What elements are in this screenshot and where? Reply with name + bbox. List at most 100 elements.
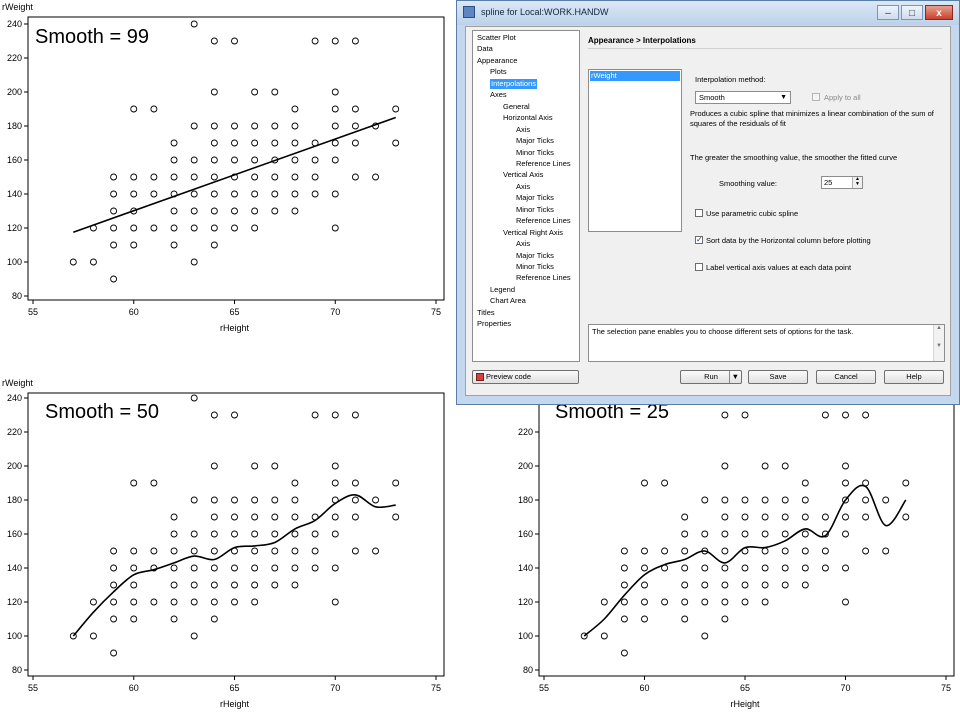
- parametric-spline-checkbox[interactable]: [695, 209, 703, 217]
- options-nav-tree: Scatter Plot Data Appearance Plots Interpola…: [472, 30, 580, 362]
- data-point: [150, 173, 158, 181]
- data-point: [311, 411, 319, 419]
- nav-item-vertical-axis[interactable]: Vertical Axis: [503, 170, 544, 180]
- data-point: [801, 530, 809, 538]
- nav-item-chart-area[interactable]: Chart Area: [490, 296, 526, 306]
- apply-to-all-checkbox[interactable]: [812, 93, 820, 101]
- minimize-button[interactable]: –: [877, 5, 899, 20]
- nav-item-minor-ticks[interactable]: Minor Ticks: [516, 262, 554, 271]
- nav-item-appearance[interactable]: Appearance: [477, 55, 518, 65]
- data-point: [681, 581, 689, 589]
- help-button[interactable]: Help: [884, 370, 944, 384]
- data-point: [291, 581, 299, 589]
- save-button[interactable]: Save: [748, 370, 808, 384]
- preview-code-button[interactable]: Preview code: [472, 370, 579, 384]
- data-point: [251, 564, 259, 572]
- nav-item-plots[interactable]: Plots: [490, 67, 507, 77]
- nav-item-properties[interactable]: Properties: [477, 319, 512, 329]
- nav-item-data[interactable]: Data: [477, 44, 493, 54]
- data-point: [271, 530, 279, 538]
- nav-item-major-ticks[interactable]: Major Ticks: [516, 136, 554, 146]
- data-point: [251, 156, 259, 164]
- nav-item-reference-lines[interactable]: Reference Lines: [516, 158, 571, 168]
- data-point: [781, 513, 789, 521]
- data-point: [170, 598, 178, 606]
- dialog-titlebar[interactable]: spline for Local:WORK.HANDW – □ x: [457, 1, 959, 25]
- nav-item-general[interactable]: General: [503, 101, 530, 111]
- data-point: [150, 547, 158, 555]
- data-point: [801, 496, 809, 504]
- nav-item-horizontal-axis[interactable]: Horizontal Axis: [503, 113, 553, 123]
- data-point: [641, 547, 648, 555]
- help-pane: The selection pane enables you to choose…: [588, 324, 945, 362]
- close-button[interactable]: x: [925, 5, 953, 20]
- data-point: [351, 547, 359, 555]
- data-point: [331, 479, 339, 487]
- run-button[interactable]: Run ▼: [680, 370, 742, 384]
- nav-item-axis[interactable]: Axis: [516, 181, 531, 191]
- data-point: [842, 564, 849, 572]
- x-axis-label: rHeight: [730, 699, 760, 709]
- nav-item-axes[interactable]: Axes: [490, 90, 507, 100]
- label-values-checkbox[interactable]: [695, 263, 703, 271]
- x-tick-label: 55: [28, 307, 38, 317]
- data-point: [331, 224, 339, 232]
- maximize-button[interactable]: □: [901, 5, 923, 20]
- nav-item-major-ticks[interactable]: Major Ticks: [516, 250, 554, 260]
- data-point: [251, 496, 259, 504]
- x-tick-label: 70: [330, 683, 340, 693]
- x-axis-label: rHeight: [220, 699, 250, 709]
- data-point: [271, 462, 279, 470]
- page-heading: Appearance > Interpolations: [588, 36, 696, 45]
- nav-item-minor-ticks[interactable]: Minor Ticks: [516, 204, 554, 214]
- variable-item-rweight[interactable]: rWeight: [590, 71, 680, 81]
- nav-item-axis[interactable]: Axis: [516, 239, 531, 249]
- data-point: [681, 530, 689, 538]
- data-point: [721, 598, 729, 606]
- data-point: [331, 156, 339, 164]
- sort-data-checkbox[interactable]: ✓: [695, 235, 703, 244]
- nav-item-major-ticks[interactable]: Major Ticks: [516, 193, 554, 203]
- data-point: [761, 530, 769, 538]
- nav-item-axis[interactable]: Axis: [516, 124, 531, 134]
- data-point: [862, 411, 870, 419]
- nav-item-interpolations[interactable]: Interpolations: [490, 78, 538, 89]
- data-point: [150, 190, 158, 198]
- nav-item-titles[interactable]: Titles: [477, 307, 495, 317]
- data-point: [661, 598, 669, 606]
- data-point: [251, 547, 259, 555]
- y-tick-label: 120: [7, 597, 22, 607]
- data-point: [110, 598, 118, 606]
- data-point: [130, 547, 138, 555]
- help-scrollbar[interactable]: ▲ ▼: [933, 325, 944, 361]
- run-dropdown-icon[interactable]: ▼: [728, 371, 739, 383]
- nav-item-minor-ticks[interactable]: Minor Ticks: [516, 147, 554, 157]
- nav-item-reference-lines[interactable]: Reference Lines: [516, 273, 571, 283]
- nav-item-vertical-right-axis[interactable]: Vertical Right Axis: [503, 227, 564, 237]
- nav-item-reference-lines[interactable]: Reference Lines: [516, 216, 571, 226]
- y-tick-label: 160: [7, 529, 22, 539]
- smoothing-value-spinner[interactable]: 25 ▲ ▼: [821, 176, 863, 189]
- nav-item-legend[interactable]: Legend: [490, 284, 516, 294]
- data-point: [331, 88, 339, 96]
- x-tick-label: 60: [639, 683, 649, 693]
- cancel-button[interactable]: Cancel: [816, 370, 876, 384]
- nav-item-scatter-plot[interactable]: Scatter Plot: [477, 33, 516, 42]
- data-point: [271, 88, 279, 96]
- y-tick-label: 100: [518, 631, 533, 641]
- data-point: [311, 564, 319, 572]
- y-tick-label: 80: [12, 291, 22, 301]
- data-point: [231, 530, 238, 538]
- data-point: [842, 530, 849, 538]
- fitted-spline-curve: [73, 116, 396, 234]
- spinner-arrows-icon[interactable]: ▲ ▼: [852, 177, 862, 188]
- data-point: [251, 139, 259, 147]
- data-point: [190, 173, 198, 181]
- data-point: [392, 479, 400, 487]
- data-point: [761, 496, 769, 504]
- data-point: [761, 462, 769, 470]
- y-tick-label: 220: [7, 427, 22, 437]
- data-point: [231, 156, 238, 164]
- interpolation-method-select[interactable]: Smooth ▼: [695, 91, 791, 104]
- data-point: [311, 156, 319, 164]
